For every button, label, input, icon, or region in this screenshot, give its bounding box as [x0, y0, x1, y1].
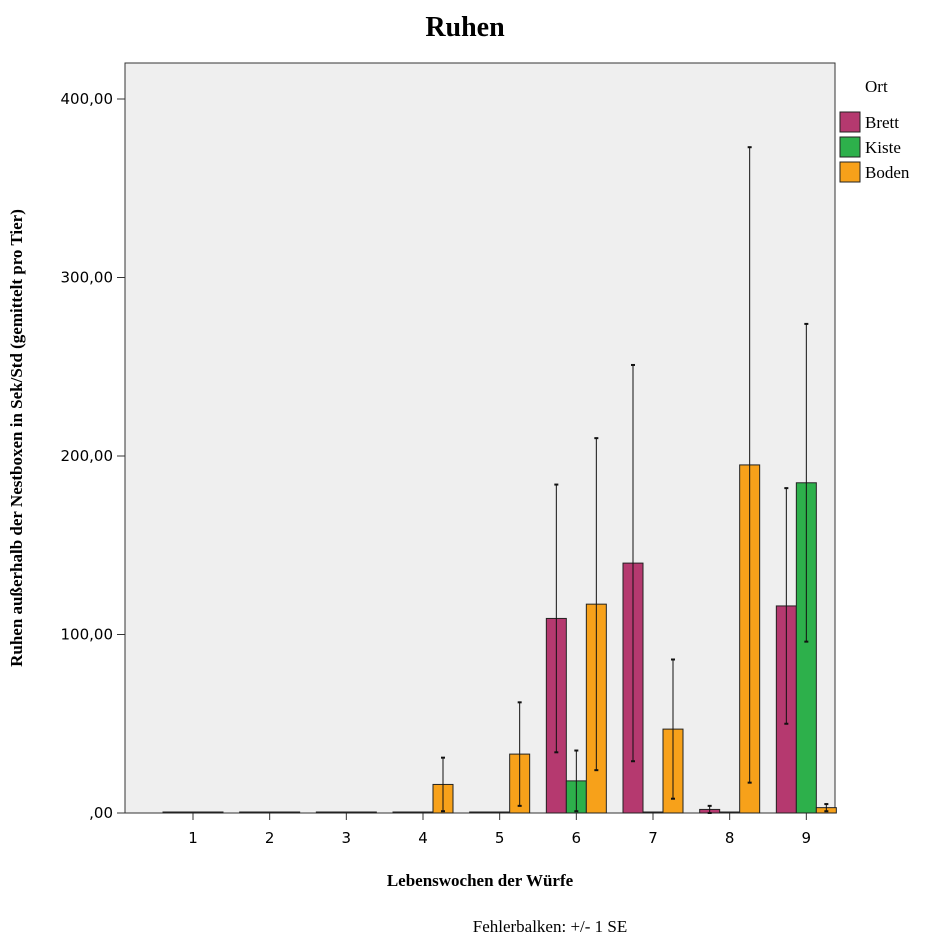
x-tick-label: 5 — [495, 829, 505, 847]
x-tick-label: 1 — [188, 829, 198, 847]
x-axis: 1 2 3 4 5 6 7 8 9 — [188, 813, 811, 847]
bar-brett — [162, 811, 184, 814]
legend-swatch-boden — [839, 161, 861, 183]
bar-brett — [315, 811, 337, 814]
y-tick-label: 400,00 — [61, 90, 114, 108]
bar-brett — [239, 811, 261, 814]
legend-label-boden: Boden — [865, 163, 910, 182]
x-tick-label: 3 — [342, 829, 352, 847]
y-tick-label: ,00 — [89, 804, 113, 822]
x-tick-label: 8 — [725, 829, 735, 847]
bar-brett — [469, 811, 491, 814]
chart-title: Ruhen — [425, 12, 505, 43]
x-tick-label: 6 — [572, 829, 582, 847]
x-tick-label: 2 — [265, 829, 275, 847]
x-axis-title: Lebenswochen der Würfe — [387, 871, 574, 890]
legend-swatch-kiste — [839, 136, 861, 158]
bar-kiste — [335, 811, 357, 814]
bar-brett — [392, 811, 414, 814]
bar-kiste — [642, 811, 664, 814]
legend-title: Ort — [865, 77, 888, 96]
y-tick-label: 100,00 — [61, 626, 114, 644]
x-tick-label: 4 — [418, 829, 428, 847]
legend-label-brett: Brett — [865, 113, 899, 132]
x-tick-label: 9 — [802, 829, 812, 847]
legend-label-kiste: Kiste — [865, 138, 901, 157]
bar-kiste — [719, 811, 741, 814]
bar-boden — [355, 811, 377, 814]
y-axis: ,00 100,00 200,00 300,00 400,00 — [61, 90, 125, 822]
y-tick-label: 300,00 — [61, 269, 114, 287]
bar-boden — [202, 811, 224, 814]
legend-swatch-brett — [839, 111, 861, 133]
bar-kiste — [259, 811, 281, 814]
x-tick-label: 7 — [648, 829, 658, 847]
legend: Ort Brett Kiste Boden — [839, 77, 910, 183]
bar-boden — [279, 811, 301, 814]
y-axis-title: Ruhen außerhalb der Nestboxen in Sek/Std… — [7, 209, 26, 667]
y-tick-label: 200,00 — [61, 447, 114, 465]
bars — [162, 146, 837, 814]
bar-kiste — [182, 811, 204, 814]
error-bar-note: Fehlerbalken: +/- 1 SE — [473, 917, 628, 936]
bar-kiste — [412, 811, 434, 814]
plot-area — [124, 62, 836, 814]
bar-kiste — [489, 811, 511, 814]
